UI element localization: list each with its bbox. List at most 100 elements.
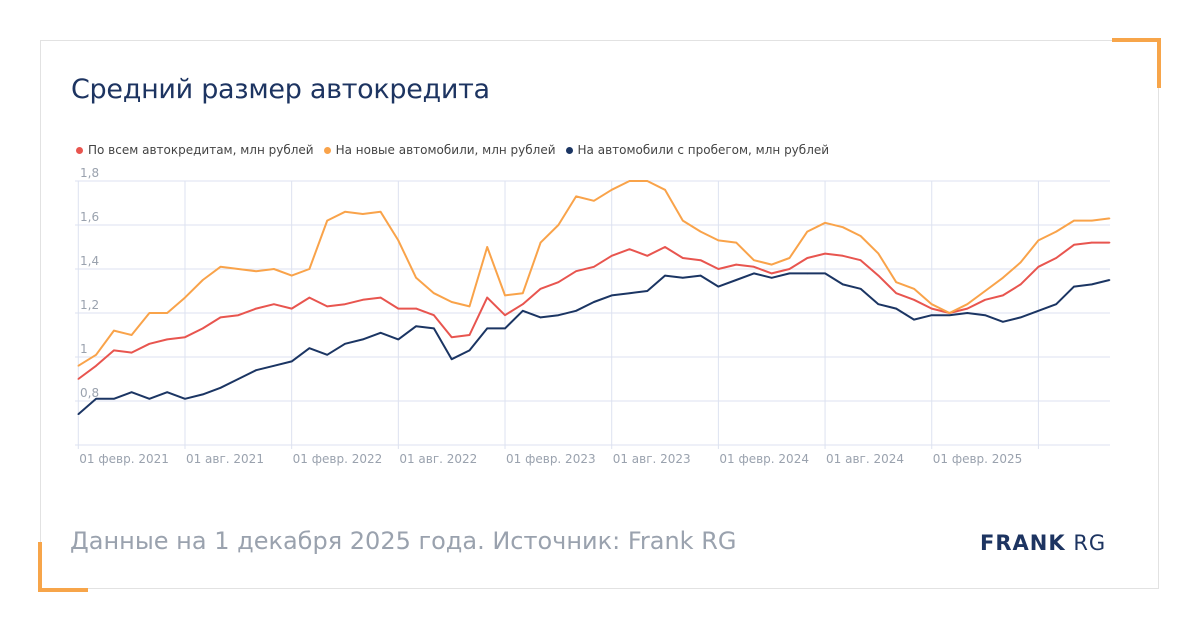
data-point: [895, 292, 897, 295]
data-point: [486, 327, 489, 330]
logo-light: RG: [1073, 531, 1107, 555]
data-point: [1108, 241, 1111, 244]
data-point: [504, 294, 506, 297]
data-point: [699, 259, 702, 262]
data-point: [433, 327, 435, 330]
data-point: [735, 241, 737, 244]
data-point: [557, 281, 560, 284]
data-point: [77, 365, 80, 367]
data-point: [522, 310, 524, 312]
data-point: [326, 354, 329, 356]
corner-accent-top-right: [1112, 38, 1161, 42]
data-point: [219, 266, 222, 268]
data-point: [966, 307, 969, 310]
data-point: [130, 351, 133, 354]
data-point: [344, 343, 346, 345]
data-point: [95, 398, 97, 400]
data-point: [1055, 230, 1057, 233]
data-point: [166, 391, 168, 394]
data-point: [984, 299, 986, 301]
data-point: [539, 316, 542, 319]
data-point: [1002, 321, 1004, 323]
legend-item-new[interactable]: На новые автомобили, млн рублей: [323, 143, 556, 157]
data-point: [610, 255, 613, 257]
legend-dot-used: [565, 146, 573, 154]
data-point: [166, 338, 168, 341]
data-point: [593, 301, 595, 303]
data-point: [646, 290, 649, 292]
data-point: [290, 307, 293, 310]
data-point: [77, 413, 80, 416]
data-point: [557, 224, 560, 226]
data-point: [930, 307, 933, 310]
data-point: [770, 272, 773, 275]
data-point: [1037, 239, 1040, 242]
series-line-2: [77, 272, 1110, 415]
data-point: [361, 338, 364, 341]
data-point: [201, 327, 204, 330]
data-point: [806, 257, 809, 259]
data-point: [664, 189, 666, 191]
data-point: [984, 290, 986, 292]
x-tick-label: 01 авг. 2024: [826, 452, 904, 466]
data-point: [1019, 261, 1022, 264]
data-point: [219, 387, 222, 389]
legend-item-all[interactable]: По всем автокредитам, млн рублей: [76, 143, 314, 157]
data-point: [184, 398, 186, 400]
data-point: [646, 255, 649, 257]
y-tick-label: 1,6: [80, 210, 99, 224]
data-point: [913, 318, 915, 321]
legend-label: На автомобили с пробегом, млн рублей: [577, 143, 830, 157]
data-point: [1002, 277, 1004, 279]
data-point: [201, 279, 204, 281]
data-point: [735, 263, 737, 266]
logo-bold: FRANK: [980, 531, 1066, 555]
data-point: [539, 241, 542, 244]
data-point: [379, 332, 382, 334]
data-point: [557, 314, 560, 317]
data-point: [717, 285, 720, 288]
data-point: [486, 296, 489, 299]
legend-item-used[interactable]: На автомобили с пробегом, млн рублей: [565, 143, 830, 157]
data-point: [433, 292, 435, 295]
data-point: [450, 301, 453, 303]
x-tick-label: 01 авг. 2021: [186, 452, 264, 466]
data-point: [628, 180, 631, 182]
data-point: [895, 307, 897, 310]
data-point: [379, 211, 382, 213]
data-point: [95, 354, 97, 356]
data-point: [1073, 219, 1075, 222]
data-point: [95, 365, 97, 367]
data-point: [575, 310, 577, 312]
data-point: [895, 281, 897, 284]
data-point: [77, 378, 80, 380]
data-point: [788, 257, 791, 259]
data-point: [326, 219, 329, 222]
data-point: [842, 255, 844, 257]
data-point: [184, 296, 186, 299]
data-point: [450, 358, 453, 361]
x-tick-label: 01 авг. 2022: [399, 452, 477, 466]
data-point: [397, 338, 400, 341]
data-point: [113, 398, 115, 400]
data-point: [113, 349, 115, 352]
corner-accent-bottom-left: [38, 542, 42, 592]
data-point: [486, 246, 489, 248]
data-point: [344, 303, 346, 306]
data-point: [308, 268, 311, 270]
data-point: [504, 314, 506, 317]
x-tick-label: 01 февр. 2025: [933, 452, 1023, 466]
data-point: [806, 272, 809, 275]
x-tick-label: 01 февр. 2023: [506, 452, 596, 466]
data-point: [1073, 244, 1075, 246]
data-point: [1037, 310, 1040, 312]
y-tick-label: 1: [80, 342, 88, 356]
legend-label: По всем автокредитам, млн рублей: [88, 143, 314, 157]
data-point: [237, 378, 240, 380]
data-point: [913, 288, 915, 290]
data-point: [966, 303, 969, 306]
data-point: [1090, 241, 1093, 244]
chart-legend: По всем автокредитам, млн рублей На новы…: [76, 143, 829, 157]
data-point: [130, 391, 133, 394]
